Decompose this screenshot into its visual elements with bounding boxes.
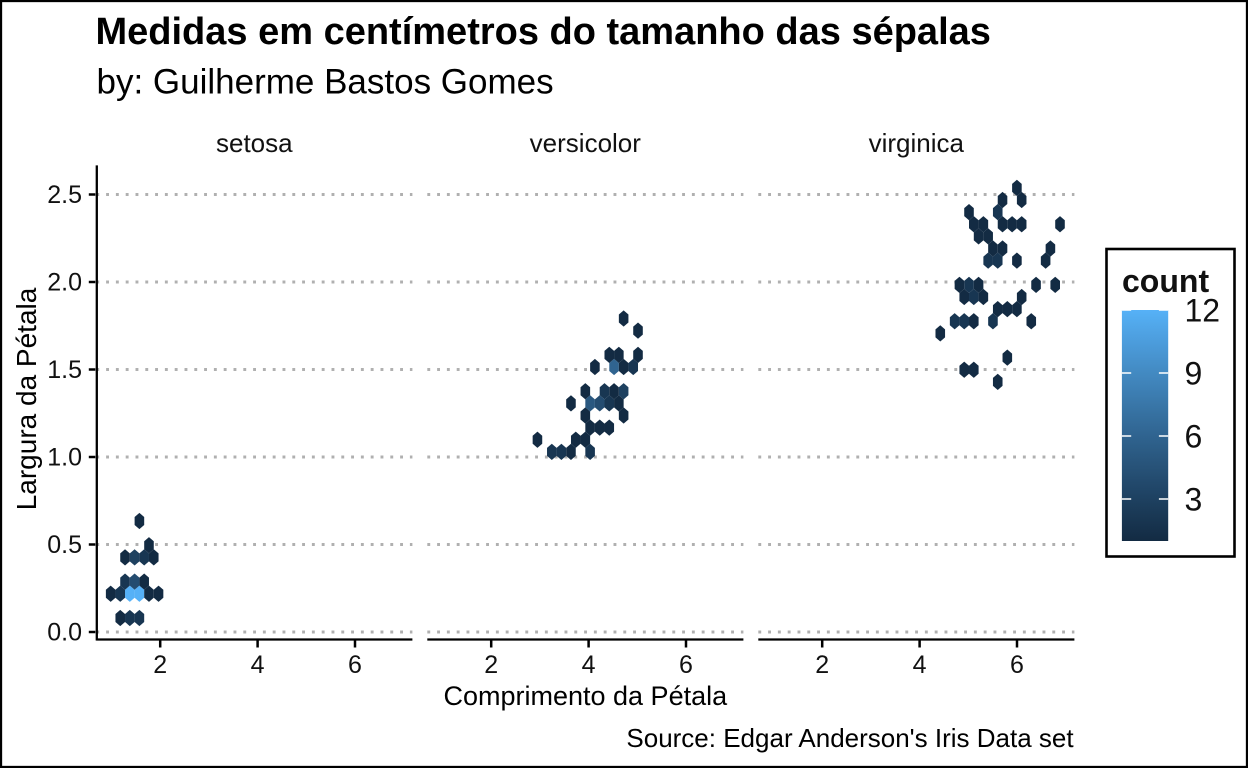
- svg-text:setosa: setosa: [216, 128, 293, 158]
- svg-text:2: 2: [484, 651, 498, 679]
- svg-text:virginica: virginica: [869, 128, 965, 158]
- svg-text:Source: Edgar Anderson's Iris: Source: Edgar Anderson's Iris Data set: [626, 723, 1074, 753]
- svg-text:6: 6: [1185, 419, 1203, 455]
- svg-text:2.5: 2.5: [47, 181, 82, 209]
- svg-text:4: 4: [251, 651, 265, 679]
- svg-text:by: Guilherme Bastos Gomes: by: Guilherme Bastos Gomes: [97, 62, 554, 101]
- svg-text:6: 6: [679, 651, 693, 679]
- svg-text:Medidas em centímetros do tama: Medidas em centímetros do tamanho das sé…: [96, 11, 991, 53]
- svg-text:4: 4: [582, 651, 596, 679]
- svg-text:1.0: 1.0: [47, 443, 82, 471]
- svg-text:2.0: 2.0: [47, 268, 82, 296]
- svg-text:versicolor: versicolor: [530, 128, 642, 158]
- svg-text:2: 2: [815, 651, 829, 679]
- svg-text:1.5: 1.5: [47, 356, 82, 384]
- svg-text:6: 6: [1010, 651, 1024, 679]
- svg-text:0.5: 0.5: [47, 531, 82, 559]
- svg-text:4: 4: [913, 651, 927, 679]
- svg-text:0.0: 0.0: [47, 618, 82, 646]
- svg-text:2: 2: [153, 651, 167, 679]
- svg-text:9: 9: [1185, 356, 1203, 392]
- svg-text:6: 6: [348, 651, 362, 679]
- svg-text:12: 12: [1185, 293, 1221, 329]
- svg-text:3: 3: [1185, 482, 1203, 518]
- svg-text:Largura da Pétala: Largura da Pétala: [11, 287, 42, 510]
- svg-text:Comprimento da Pétala: Comprimento da Pétala: [443, 681, 728, 711]
- svg-text:count: count: [1122, 263, 1209, 299]
